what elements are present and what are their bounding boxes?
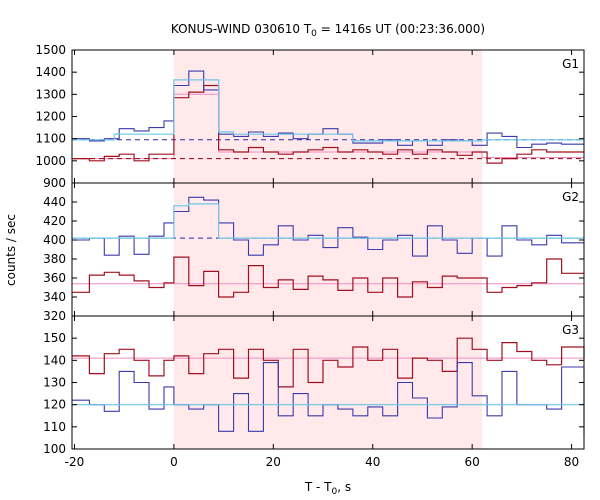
chart-title-main: KONUS-WIND 030610 T: [171, 22, 312, 36]
y-tick-label: 1400: [35, 65, 66, 79]
y-tick-label: 340: [43, 290, 66, 304]
y-tick-label: 320: [43, 309, 66, 323]
y-tick-label: 130: [43, 376, 66, 390]
chart-title-subscript: 0: [311, 29, 317, 39]
blue-step-series: [72, 362, 585, 436]
x-axis-label-subscript: 0: [332, 487, 338, 497]
shaded-interval: [173, 183, 483, 316]
y-tick-label: 380: [43, 252, 66, 266]
panel-g3: 100 110 120 130 140 150 G3: [43, 315, 585, 456]
y-tick-label: 1500: [35, 43, 66, 57]
light-blue-step-series: [72, 203, 584, 239]
panel-label: G2: [562, 190, 579, 204]
y-tick-label: 150: [43, 331, 66, 345]
series-group: [72, 196, 584, 298]
x-tick-label: 60: [465, 455, 480, 469]
ticks-group: 100 110 120 130 140 150: [43, 316, 584, 456]
red-step-series: [72, 256, 584, 298]
y-axis-label: counts / sec: [4, 214, 18, 286]
x-axis-label-rest: , s: [337, 480, 351, 494]
panel-g2: 320 340 360 380 400 420 440 G2: [43, 182, 585, 323]
series-group: [72, 70, 584, 164]
x-tick-label: 80: [564, 455, 579, 469]
ticks-group: 900 1000 1100 1200 1300 1400 1500: [35, 43, 584, 190]
y-tick-label: 1000: [35, 154, 66, 168]
y-tick-label: 1300: [35, 87, 66, 101]
y-tick-label: 420: [43, 214, 66, 228]
x-tick-label: 0: [170, 455, 178, 469]
red-step-series: [72, 84, 584, 164]
x-axis-label: T - T0, s: [304, 480, 351, 497]
y-tick-label: 400: [43, 233, 66, 247]
ticks-group: 320 340 360 380 400 420 440: [43, 183, 584, 323]
panel-label: G1: [562, 57, 579, 71]
y-tick-label: 140: [43, 353, 66, 367]
panel-label: G3: [562, 323, 579, 337]
light-blue-step-series: [72, 79, 584, 142]
chart-title: KONUS-WIND 030610 T0 = 1416s UT (00:23:3…: [171, 22, 485, 39]
shaded-interval: [173, 316, 483, 449]
x-tick-label: 20: [266, 455, 281, 469]
panel-frame: [71, 315, 585, 450]
y-tick-label: 110: [43, 420, 66, 434]
blue-step-series: [72, 196, 584, 257]
x-tick-label: -20: [65, 455, 85, 469]
series-group: [72, 337, 585, 436]
panel-g1: 900 1000 1100 1200 1300 1400 1500 G1: [35, 43, 585, 190]
red-step-series: [72, 337, 585, 388]
y-tick-label: 440: [43, 195, 66, 209]
x-tick-label: 40: [365, 455, 380, 469]
y-tick-label: 1100: [35, 132, 66, 146]
shaded-interval: [173, 50, 483, 183]
y-tick-label: 120: [43, 398, 66, 412]
x-axis-label-main: T - T: [304, 480, 332, 494]
chart-title-rest: = 1416s UT (00:23:36.000): [317, 22, 485, 36]
y-tick-label: 900: [43, 176, 66, 190]
y-tick-label: 360: [43, 271, 66, 285]
y-tick-label: 100: [43, 442, 66, 456]
y-tick-label: 1200: [35, 110, 66, 124]
